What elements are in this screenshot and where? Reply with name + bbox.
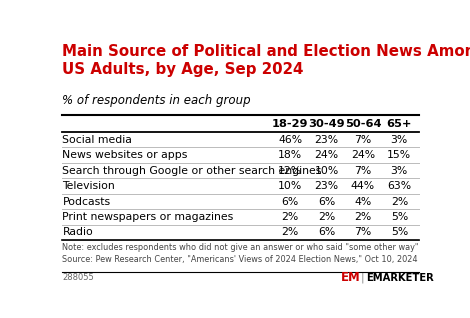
Text: EM: EM	[341, 271, 361, 284]
Text: 7%: 7%	[354, 166, 371, 176]
Text: 6%: 6%	[318, 227, 335, 238]
Text: 46%: 46%	[278, 135, 302, 145]
Text: Television: Television	[63, 181, 115, 191]
Text: 30-49: 30-49	[308, 119, 345, 129]
Text: 10%: 10%	[278, 181, 302, 191]
Text: 4%: 4%	[354, 197, 371, 206]
Text: 23%: 23%	[314, 181, 338, 191]
Text: 18-29: 18-29	[272, 119, 308, 129]
Text: 5%: 5%	[391, 227, 408, 238]
Text: 6%: 6%	[318, 197, 335, 206]
Text: 18%: 18%	[278, 150, 302, 160]
Text: 24%: 24%	[314, 150, 338, 160]
Text: 65+: 65+	[386, 119, 412, 129]
Text: Social media: Social media	[63, 135, 132, 145]
Text: 5%: 5%	[391, 212, 408, 222]
Text: 15%: 15%	[387, 150, 411, 160]
Text: 23%: 23%	[314, 135, 338, 145]
Text: News websites or apps: News websites or apps	[63, 150, 188, 160]
Text: 2%: 2%	[354, 212, 371, 222]
Text: 10%: 10%	[314, 166, 338, 176]
Text: Podcasts: Podcasts	[63, 197, 110, 206]
Text: % of respondents in each group: % of respondents in each group	[63, 94, 251, 107]
Text: Radio: Radio	[63, 227, 93, 238]
Text: 7%: 7%	[354, 227, 371, 238]
Text: Print newspapers or magazines: Print newspapers or magazines	[63, 212, 234, 222]
Text: EMARKETER: EMARKETER	[367, 273, 434, 283]
Text: 63%: 63%	[387, 181, 411, 191]
Text: 2%: 2%	[282, 212, 298, 222]
Text: |: |	[360, 273, 364, 283]
Text: Note: excludes respondents who did not give an answer or who said "some other wa: Note: excludes respondents who did not g…	[63, 243, 419, 264]
Text: 6%: 6%	[282, 197, 298, 206]
Text: 7%: 7%	[354, 135, 371, 145]
Text: 50-64: 50-64	[345, 119, 381, 129]
Text: 2%: 2%	[318, 212, 335, 222]
Text: 12%: 12%	[278, 166, 302, 176]
Text: 288055: 288055	[63, 273, 94, 282]
Text: 44%: 44%	[351, 181, 375, 191]
Text: Search through Google or other search engines: Search through Google or other search en…	[63, 166, 322, 176]
Text: 2%: 2%	[391, 197, 408, 206]
Text: 2%: 2%	[282, 227, 298, 238]
Text: 3%: 3%	[391, 135, 408, 145]
Text: 3%: 3%	[391, 166, 408, 176]
Text: 24%: 24%	[351, 150, 375, 160]
Text: Main Source of Political and Election News Among
US Adults, by Age, Sep 2024: Main Source of Political and Election Ne…	[63, 44, 470, 77]
